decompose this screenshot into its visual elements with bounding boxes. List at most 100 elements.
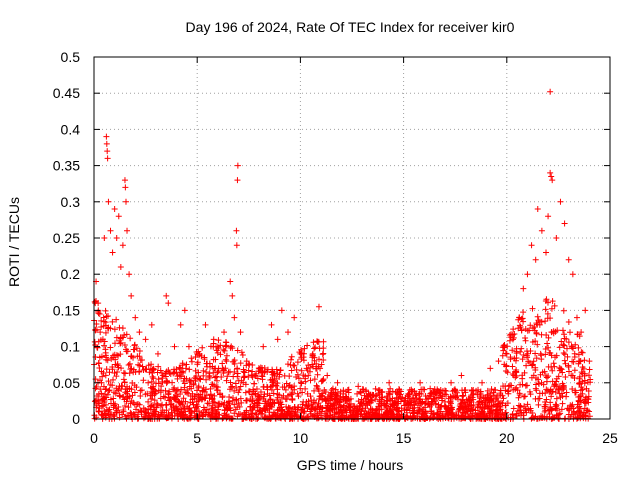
data-point — [426, 401, 433, 408]
data-point — [541, 368, 548, 375]
data-point — [428, 408, 435, 415]
data-point — [447, 398, 454, 405]
data-point — [95, 360, 102, 367]
data-point — [210, 336, 217, 343]
data-point — [395, 400, 402, 407]
data-point — [510, 334, 517, 341]
data-point — [404, 415, 411, 422]
data-point — [315, 303, 322, 310]
data-point — [546, 388, 553, 395]
data-point — [186, 383, 193, 390]
data-point — [172, 388, 179, 395]
data-point — [276, 391, 283, 398]
data-point — [421, 386, 428, 393]
y-tick-label: 0.1 — [61, 339, 81, 355]
data-point — [109, 318, 116, 325]
data-point — [409, 405, 416, 412]
data-point — [515, 407, 522, 414]
data-point — [248, 391, 255, 398]
data-point — [102, 329, 109, 336]
data-point — [198, 409, 205, 416]
data-point — [325, 408, 332, 415]
data-point — [154, 401, 161, 408]
data-point — [527, 391, 534, 398]
data-point — [358, 389, 365, 396]
data-point — [138, 387, 145, 394]
data-point — [487, 410, 494, 417]
data-point — [318, 361, 325, 368]
data-point — [493, 411, 500, 418]
data-point — [434, 409, 441, 416]
data-point — [565, 256, 572, 263]
data-point — [233, 396, 240, 403]
data-point — [573, 314, 580, 321]
data-point — [125, 362, 132, 369]
data-point — [520, 393, 527, 400]
data-point — [542, 297, 549, 304]
data-point — [181, 375, 188, 382]
data-point — [210, 398, 217, 405]
data-point — [92, 326, 99, 333]
data-point — [499, 400, 506, 407]
data-point — [214, 343, 221, 350]
data-point — [362, 387, 369, 394]
data-point — [427, 390, 434, 397]
data-point — [116, 392, 123, 399]
data-point — [105, 312, 112, 319]
data-point — [115, 364, 122, 371]
data-point — [231, 360, 238, 367]
data-point — [548, 393, 555, 400]
data-point — [159, 412, 166, 419]
data-point — [576, 403, 583, 410]
data-point — [354, 390, 361, 397]
data-point — [384, 413, 391, 420]
data-point — [365, 410, 372, 417]
data-point — [107, 381, 114, 388]
data-point — [472, 407, 479, 414]
data-point — [456, 403, 463, 410]
data-point — [553, 412, 560, 419]
data-point — [462, 403, 469, 410]
data-point — [585, 372, 592, 379]
data-point — [271, 400, 278, 407]
data-point — [157, 389, 164, 396]
data-point — [114, 387, 121, 394]
data-point — [272, 382, 279, 389]
data-point — [231, 387, 238, 394]
data-point — [538, 356, 545, 363]
data-point — [225, 369, 232, 376]
data-point — [104, 148, 111, 155]
data-point — [129, 392, 136, 399]
data-point — [381, 402, 388, 409]
data-point — [288, 384, 295, 391]
data-point — [95, 391, 102, 398]
data-point — [259, 369, 266, 376]
data-point — [316, 396, 323, 403]
data-point — [110, 376, 117, 383]
data-point — [271, 372, 278, 379]
data-point — [564, 353, 571, 360]
data-point — [155, 363, 162, 370]
data-point — [528, 362, 535, 369]
data-point — [190, 380, 197, 387]
data-point — [509, 363, 516, 370]
data-point — [226, 386, 233, 393]
data-point — [209, 395, 216, 402]
data-point — [532, 350, 539, 357]
data-point — [526, 327, 533, 334]
data-point — [283, 380, 290, 387]
data-point — [186, 405, 193, 412]
data-point — [288, 353, 295, 360]
data-point — [375, 415, 382, 422]
data-point — [453, 389, 460, 396]
data-point — [416, 396, 423, 403]
data-point — [436, 406, 443, 413]
data-point — [121, 177, 128, 184]
data-point — [460, 399, 467, 406]
data-point — [494, 403, 501, 410]
data-point — [441, 391, 448, 398]
data-point — [329, 415, 336, 422]
data-point — [536, 395, 543, 402]
data-point — [378, 406, 385, 413]
data-point — [274, 410, 281, 417]
